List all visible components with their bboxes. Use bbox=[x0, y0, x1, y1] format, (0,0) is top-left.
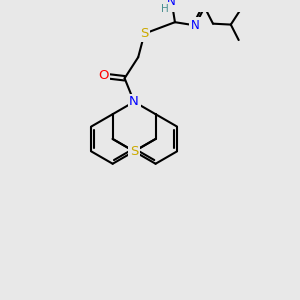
Text: O: O bbox=[98, 69, 109, 82]
Text: N: N bbox=[129, 95, 139, 108]
Text: S: S bbox=[140, 27, 148, 40]
Text: N: N bbox=[191, 19, 200, 32]
Text: N: N bbox=[167, 0, 176, 8]
Text: H: H bbox=[161, 4, 168, 14]
Text: S: S bbox=[130, 145, 138, 158]
